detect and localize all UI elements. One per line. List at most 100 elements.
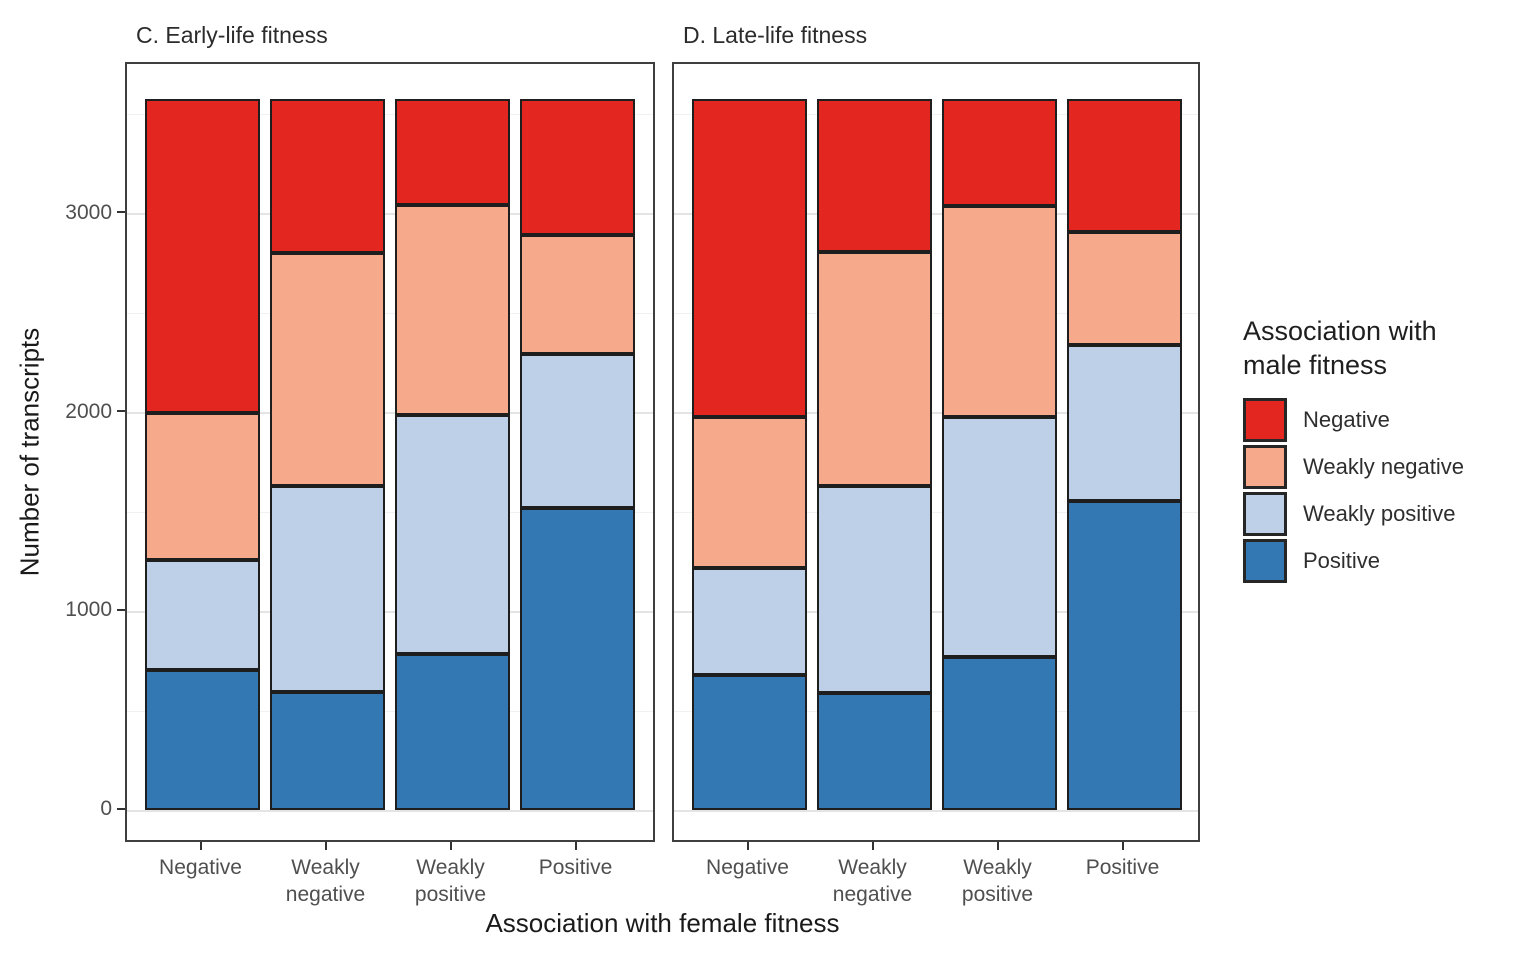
bar-segment-weakly-negative xyxy=(270,253,385,486)
legend-entry-weakly-positive: Weakly positive xyxy=(1243,492,1464,536)
panel-c-title: C. Early-life fitness xyxy=(136,22,328,48)
bar-segment-weakly-positive xyxy=(1067,345,1182,502)
bar-segment-positive xyxy=(145,670,260,811)
legend-label: Positive xyxy=(1303,548,1381,573)
x-tick-label: Positive xyxy=(1085,856,1160,879)
bar-segment-weakly-positive xyxy=(270,485,385,693)
x-tick-label: Positive xyxy=(538,856,613,879)
stacked-bar-weakly-negative xyxy=(270,64,385,844)
stacked-bar-weakly-negative xyxy=(817,64,932,844)
minor-gridline xyxy=(127,710,653,712)
bar-segment-weakly-negative xyxy=(692,417,807,569)
x-axis-title: Association with female fitness xyxy=(485,908,840,938)
minor-gridline xyxy=(127,511,653,513)
bar-segment-weakly-positive xyxy=(692,568,807,676)
major-gridline xyxy=(127,213,653,216)
bar-segment-negative xyxy=(395,99,510,206)
x-tick-label: Weakly negative xyxy=(832,856,913,906)
bar-segment-weakly-negative xyxy=(1067,232,1182,346)
legend-key-swatch xyxy=(1243,539,1287,583)
minor-gridline xyxy=(674,511,1198,513)
bar-segment-positive xyxy=(520,508,635,811)
bar-segment-weakly-positive xyxy=(395,415,510,655)
stacked-bar-weakly-positive xyxy=(942,64,1057,844)
bar-segment-weakly-positive xyxy=(520,354,635,509)
bar-segment-weakly-negative xyxy=(520,235,635,355)
bar-segment-positive xyxy=(270,692,385,811)
bar-segment-weakly-positive xyxy=(145,560,260,671)
x-tick-mark xyxy=(871,842,874,850)
legend-entry-negative: Negative xyxy=(1243,398,1464,442)
y-tick-label: 1000 xyxy=(65,598,112,622)
panel-late-life-fitness xyxy=(672,62,1200,842)
stacked-bar-weakly-positive xyxy=(395,64,510,844)
bar-segment-weakly-negative xyxy=(145,413,260,561)
bar-segment-weakly-positive xyxy=(817,485,932,694)
major-gridline xyxy=(127,809,653,812)
x-tick-mark xyxy=(574,842,577,850)
minor-gridline xyxy=(127,114,653,116)
x-tick-mark xyxy=(996,842,999,850)
major-gridline xyxy=(674,412,1198,415)
y-axis-title: Number of transcripts xyxy=(14,327,45,577)
bar-segment-weakly-negative xyxy=(817,252,932,486)
stacked-bar-positive xyxy=(1067,64,1182,844)
legend-title: Association with male fitness xyxy=(1243,316,1437,380)
legend-entry-positive: Positive xyxy=(1243,539,1464,583)
minor-gridline xyxy=(127,313,653,315)
bar-segment-positive xyxy=(395,654,510,811)
panel-d-title: D. Late-life fitness xyxy=(683,22,868,48)
legend-key-swatch xyxy=(1243,445,1287,489)
legend-label: Negative xyxy=(1303,407,1390,432)
x-tick-mark xyxy=(1121,842,1124,850)
y-tick-label: 0 xyxy=(100,797,112,820)
bar-segment-negative xyxy=(817,99,932,253)
x-tick-mark xyxy=(449,842,452,850)
bar-segment-positive xyxy=(817,693,932,811)
legend-entries: Negative Weakly negative Weakly positive Po… xyxy=(1243,398,1464,583)
major-gridline xyxy=(127,412,653,415)
stacked-bar-positive xyxy=(520,64,635,844)
minor-gridline xyxy=(674,313,1198,315)
bar-segment-negative xyxy=(145,99,260,414)
bar-segment-positive xyxy=(942,657,1057,811)
bar-segment-weakly-negative xyxy=(395,205,510,415)
bar-segment-weakly-positive xyxy=(942,417,1057,658)
panel-early-life-fitness xyxy=(125,62,655,842)
legend-key-swatch xyxy=(1243,492,1287,536)
bar-segment-negative xyxy=(692,99,807,417)
legend-key-swatch xyxy=(1243,398,1287,442)
bar-segment-negative xyxy=(942,99,1057,207)
bar-segment-negative xyxy=(1067,99,1182,233)
major-gridline xyxy=(674,213,1198,216)
bar-segment-negative xyxy=(520,99,635,236)
legend-label: Weakly positive xyxy=(1303,501,1456,526)
bar-segment-positive xyxy=(692,675,807,811)
legend: Association with male fitness Negative We… xyxy=(1243,314,1464,586)
y-tick-mark xyxy=(117,608,125,611)
major-gridline xyxy=(674,610,1198,613)
major-gridline xyxy=(127,610,653,613)
y-tick-label: 2000 xyxy=(65,399,112,423)
bar-segment-weakly-negative xyxy=(942,206,1057,417)
minor-gridline xyxy=(674,710,1198,712)
x-tick-label: Negative xyxy=(159,856,242,879)
stacked-bar-negative xyxy=(692,64,807,844)
x-tick-label: Weakly negative xyxy=(285,856,366,906)
y-tick-label: 3000 xyxy=(65,200,112,224)
bar-segment-positive xyxy=(1067,501,1182,811)
major-gridline xyxy=(674,809,1198,812)
x-tick-label: Weakly positive xyxy=(414,856,487,906)
minor-gridline xyxy=(674,114,1198,116)
y-tick-mark xyxy=(117,410,125,413)
legend-label: Weakly negative xyxy=(1303,454,1465,479)
x-tick-mark xyxy=(199,842,202,850)
y-tick-mark xyxy=(117,807,125,810)
x-tick-label: Weakly positive xyxy=(961,856,1034,906)
x-tick-mark xyxy=(324,842,327,850)
bar-segment-negative xyxy=(270,99,385,254)
x-tick-mark xyxy=(746,842,749,850)
stacked-bar-negative xyxy=(145,64,260,844)
legend-entry-weakly-negative: Weakly negative xyxy=(1243,445,1464,489)
